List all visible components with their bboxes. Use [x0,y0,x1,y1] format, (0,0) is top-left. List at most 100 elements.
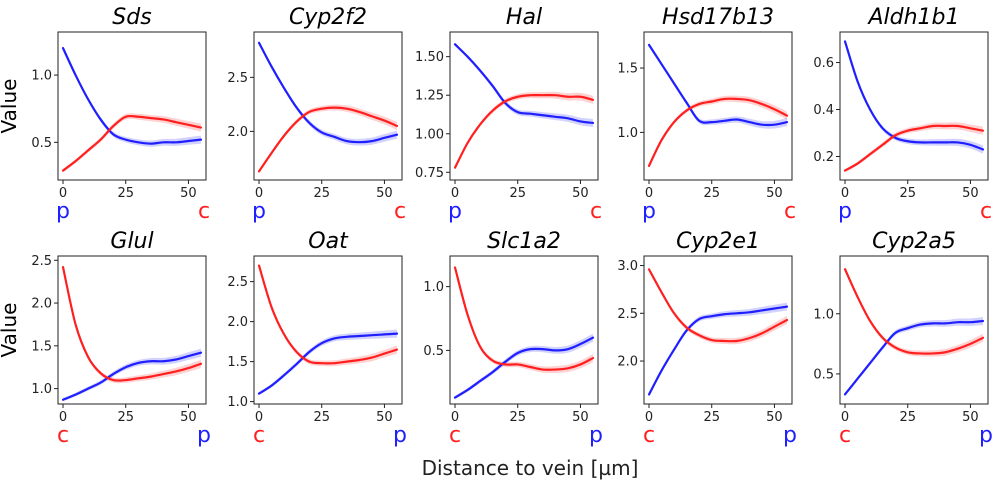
x-tick-label: 25 [703,410,720,425]
plot-frame [449,255,599,405]
plot-frame [839,255,989,405]
subplot-title: Cyp2a5 [872,229,956,254]
y-tick-label: 1.50 [415,50,444,65]
left-end-label: c [57,423,69,448]
subplot-title: Glul [110,229,153,254]
x-tick-label: 25 [117,186,134,201]
series-line-c [257,106,399,173]
y-tick-label: 1.5 [617,62,638,77]
x-tick-label: 50 [572,186,589,201]
subplot-hal: 0 25 50 0.75 1.00 1.25 1.50 Hal p c [415,5,602,224]
x-tick-label: 25 [117,410,134,425]
x-tick-label: 50 [180,410,197,425]
left-end-label: c [839,423,851,448]
x-tick-label: 50 [962,410,979,425]
series-line-p [843,40,985,151]
y-axis-label: Value [0,79,21,134]
series-line-c [61,114,203,172]
series-line-c [453,93,595,169]
x-tick-label: 50 [572,410,589,425]
y-tick-label: 0.2 [813,150,834,165]
subplot-cyp2f2: 0 25 50 2.0 2.5 Cyp2f2 p c [227,5,406,224]
y-tick-label: 0.5 [423,344,444,359]
plot-frame [57,255,207,405]
x-tick-label: 0 [645,410,653,425]
left-end-label: p [642,199,656,224]
x-tick-label: 0 [255,186,263,201]
right-end-label: c [394,199,406,224]
left-end-label: p [448,199,462,224]
series-line-c [843,124,985,172]
left-end-label: p [252,199,266,224]
x-tick-label: 25 [509,410,526,425]
ci-band-c [259,264,397,367]
right-end-label: p [979,423,993,448]
subplot-title: Hal [506,5,542,30]
series-line-p [61,351,203,401]
y-tick-label: 2.0 [227,315,248,330]
x-tick-label: 50 [962,186,979,201]
subplot-title: Cyp2e1 [676,229,760,254]
ci-band-p [845,316,983,396]
x-tick-label: 0 [841,410,849,425]
right-end-label: p [783,423,797,448]
series-line-p [257,41,399,144]
plot-frame [253,31,403,181]
plot-frame [253,255,403,405]
left-end-label: c [449,423,461,448]
plot-frame [839,31,989,181]
ci-band-p [845,39,983,154]
y-tick-label: 1.5 [227,355,248,370]
subplot-hsd17b13: 0 25 50 1.0 1.5 Hsd17b13 p c [617,5,796,224]
y-tick-label: 1.0 [31,69,52,84]
series-line-p [61,47,203,145]
y-tick-label: 1.0 [31,382,52,397]
x-tick-label: 0 [645,186,653,201]
subplot-aldh1b1: 0 25 50 0.2 0.4 0.6 Aldh1b1 p c [813,5,992,224]
y-tick-label: 1.00 [415,127,444,142]
subplot-slc1a2: 0 25 50 0.5 1.0 Slc1a2 c p [423,229,603,448]
subplot-oat: 0 25 50 1.0 1.5 2.0 2.5 Oat c p [227,229,407,448]
y-tick-label: 1.0 [423,280,444,295]
y-tick-label: 2.0 [227,125,248,140]
x-tick-label: 50 [376,186,393,201]
right-end-label: p [393,423,407,448]
subplot-title: Aldh1b1 [866,5,959,30]
y-tick-label: 2.5 [617,307,638,322]
x-tick-label: 25 [703,186,720,201]
x-tick-label: 25 [899,410,916,425]
x-axis-label: Distance to vein [µm] [422,456,639,480]
x-tick-label: 25 [509,186,526,201]
right-end-label: p [589,423,603,448]
series-line-c [61,266,203,382]
right-end-label: p [197,423,211,448]
x-tick-label: 0 [841,186,849,201]
y-tick-label: 0.4 [813,103,834,118]
ci-band-p [455,42,593,128]
y-tick-label: 0.5 [31,136,52,151]
plot-frame [57,31,207,181]
plot-frame [449,31,599,181]
ci-band-p [259,329,397,396]
y-tick-label: 0.5 [813,367,834,382]
x-tick-label: 0 [59,186,67,201]
y-tick-label: 3.0 [617,259,638,274]
x-tick-label: 0 [59,410,67,425]
subplot-title: Oat [308,229,349,254]
right-end-label: c [784,199,796,224]
left-end-label: p [56,199,70,224]
right-end-label: c [590,199,602,224]
x-tick-label: 25 [313,410,330,425]
x-tick-label: 25 [899,186,916,201]
plot-frame [643,255,793,405]
subplot-title: Cyp2f2 [289,5,367,30]
series-line-p [453,336,595,399]
y-axis-label: Value [0,303,21,358]
y-tick-label: 2.0 [617,355,638,370]
y-tick-label: 0.75 [415,166,444,181]
ci-band-p [259,41,397,146]
subplot-title: Hsd17b13 [662,5,774,30]
series-line-p [453,43,595,125]
y-tick-label: 2.5 [227,71,248,86]
